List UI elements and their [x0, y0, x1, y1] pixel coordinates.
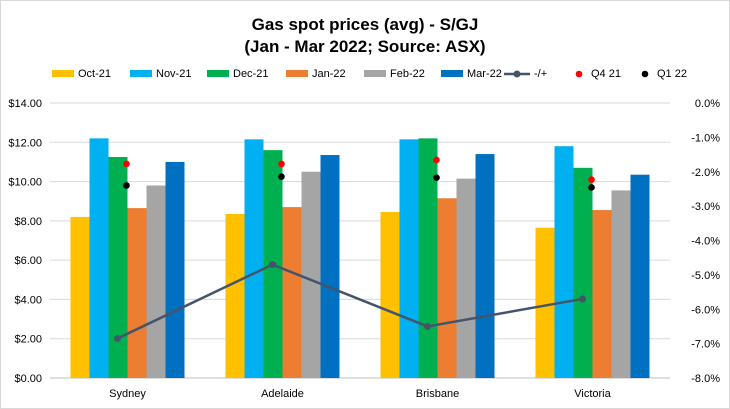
- legend-label-dec-21: Dec-21: [233, 68, 268, 80]
- legend-label-mar-22: Mar-22: [467, 68, 502, 80]
- left-tick-label: $2.00: [14, 334, 42, 346]
- bar-dec-21-victoria: [573, 167, 593, 378]
- quarter-points: [123, 156, 595, 191]
- right-tick-label: -1.0%: [691, 132, 720, 144]
- legend-label-q1-22: Q1 22: [657, 68, 687, 80]
- bar-mar-22-victoria: [630, 174, 650, 378]
- point-q4-21-sydney: [123, 160, 130, 168]
- bar-jan-22-sydney: [127, 208, 147, 378]
- category-label-brisbane: Brisbane: [416, 388, 459, 400]
- category-label-victoria: Victoria: [574, 388, 611, 400]
- bar-oct-21-sydney: [70, 216, 90, 378]
- legend-swatch-nov-21: [130, 70, 152, 77]
- bar-feb-22-adelaide: [301, 171, 321, 378]
- category-label-adelaide: Adelaide: [261, 388, 304, 400]
- legend-label-jan-22: Jan-22: [312, 68, 346, 80]
- line-marker-victoria: [579, 295, 586, 303]
- right-tick-label: -5.0%: [691, 270, 720, 282]
- left-tick-label: $10.00: [8, 177, 42, 189]
- left-tick-label: $0.00: [14, 373, 42, 385]
- right-tick-label: -8.0%: [691, 373, 720, 385]
- right-axis: -8.0% -7.0% -6.0% -5.0% -4.0% -3.0% -2.0% -1.0%…: [691, 98, 720, 385]
- point-q4-21-victoria: [588, 176, 595, 183]
- point-q4-21-adelaide: [278, 160, 285, 168]
- bar-nov-21-victoria: [554, 146, 574, 378]
- bar-dec-21-brisbane: [418, 138, 438, 378]
- bar-jan-22-victoria: [592, 210, 612, 378]
- left-axis: $0.00 $2.00 $4.00 $6.00 $8.00 $10.00 $12.00 $14…: [8, 98, 42, 385]
- bar-feb-22-sydney: [146, 185, 166, 378]
- left-tick-label: $14.00: [8, 98, 42, 110]
- line-: [116, 263, 583, 340]
- legend-swatch-mar-22: [441, 70, 463, 77]
- point-q1-22-brisbane: [433, 174, 440, 181]
- legend-swatch-dec-21: [207, 70, 229, 77]
- right-tick-label: 0.0%: [695, 98, 720, 110]
- left-tick-label: $8.00: [14, 216, 42, 228]
- line-marker-brisbane: [424, 322, 431, 330]
- category-label-sydney: Sydney: [109, 388, 146, 400]
- change-line: [114, 261, 586, 342]
- line-marker-adelaide: [269, 261, 276, 269]
- bar-oct-21-victoria: [535, 227, 555, 378]
- bar-mar-22-adelaide: [320, 155, 340, 378]
- bar-mar-22-sydney: [165, 161, 185, 378]
- category-axis: Sydney Adelaide Brisbane Victoria: [109, 388, 611, 400]
- bar-nov-21-sydney: [89, 138, 109, 378]
- legend-label-feb-22: Feb-22: [390, 68, 425, 80]
- left-tick-label: $6.00: [14, 255, 42, 267]
- legend-swatch-line-marker: [513, 70, 521, 78]
- legend-label-nov-21: Nov-21: [156, 68, 191, 80]
- right-tick-label: -4.0%: [691, 236, 720, 248]
- legend-swatch-oct-21: [52, 70, 74, 77]
- bar-feb-22-victoria: [611, 190, 631, 378]
- point-q1-22-sydney: [123, 182, 130, 189]
- bar-jan-22-brisbane: [437, 198, 457, 378]
- chart-title: Gas spot prices (avg) - S/GJ: [252, 15, 479, 34]
- line-marker-sydney: [114, 334, 121, 342]
- bar-nov-21-adelaide: [244, 139, 264, 378]
- legend-swatch-jan-22: [286, 70, 308, 77]
- bar-mar-22-brisbane: [475, 154, 495, 378]
- point-q1-22-victoria: [588, 184, 595, 191]
- right-tick-label: -6.0%: [691, 304, 720, 316]
- bar-dec-21-sydney: [108, 157, 128, 378]
- right-tick-label: -7.0%: [691, 339, 720, 351]
- bar-nov-21-brisbane: [399, 139, 419, 378]
- left-tick-label: $4.00: [14, 294, 42, 306]
- right-tick-label: -3.0%: [691, 201, 720, 213]
- legend-label-oct-21: Oct-21: [78, 68, 111, 80]
- legend-label-q4-21: Q4 21: [591, 68, 621, 80]
- chart-subtitle: (Jan - Mar 2022; Source: ASX): [244, 37, 485, 56]
- legend-label-line: -/+: [534, 68, 547, 80]
- legend-swatch-feb-22: [364, 70, 386, 77]
- bar-oct-21-brisbane: [380, 212, 400, 378]
- legend-swatch-q4-21: [575, 70, 583, 78]
- bars: [70, 138, 650, 378]
- bar-oct-21-adelaide: [225, 213, 245, 378]
- left-tick-label: $12.00: [8, 137, 42, 149]
- legend-swatch-q1-22: [641, 70, 649, 78]
- point-q1-22-adelaide: [278, 173, 285, 180]
- legend: Oct-21 Nov-21 Dec-21 Jan-22 Feb-22 Mar-22 -/+ Q…: [52, 68, 687, 80]
- bar-feb-22-brisbane: [456, 178, 476, 378]
- right-tick-label: -2.0%: [691, 167, 720, 179]
- point-q4-21-brisbane: [433, 156, 440, 164]
- bar-jan-22-adelaide: [282, 207, 302, 378]
